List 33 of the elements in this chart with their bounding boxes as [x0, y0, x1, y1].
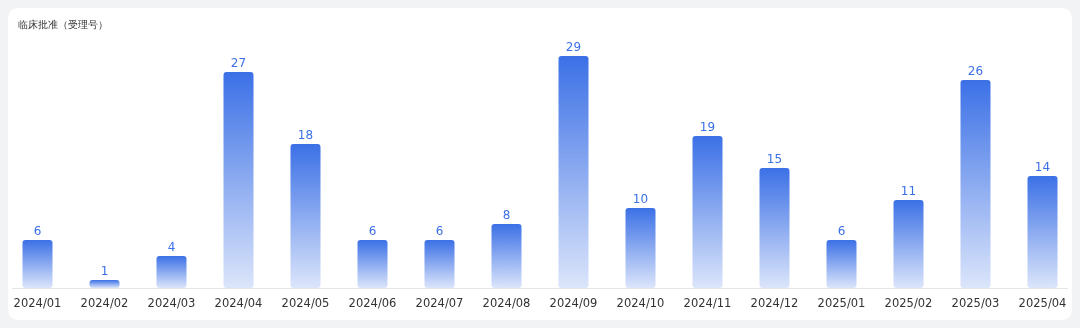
data-label: 27	[230, 56, 247, 70]
data-label: 29	[565, 40, 582, 54]
data-label: 15	[766, 152, 783, 166]
x-tick-label: 2024/10	[616, 296, 665, 310]
data-label: 19	[699, 120, 716, 134]
x-tick-label: 2024/02	[80, 296, 129, 310]
x-tick-label: 2024/09	[549, 296, 598, 310]
x-tick-label: 2025/04	[1018, 296, 1067, 310]
x-tick-label: 2024/12	[750, 296, 799, 310]
data-label: 10	[632, 192, 649, 206]
title: 临床批准（受理号）	[18, 19, 108, 30]
x-tick-label: 2024/07	[415, 296, 464, 310]
x-tick-label: 2024/06	[348, 296, 397, 310]
x-tick-label: 2024/03	[147, 296, 196, 310]
x-tick-label: 2024/05	[281, 296, 330, 310]
data-label: 6	[368, 224, 377, 238]
data-label: 6	[837, 224, 846, 238]
data-label: 18	[297, 128, 314, 142]
x-tick-label: 2024/01	[13, 296, 62, 310]
data-label: 6	[33, 224, 42, 238]
data-label: 1	[100, 264, 109, 278]
x-tick-label: 2025/01	[817, 296, 866, 310]
x-tick-label: 2025/02	[884, 296, 933, 310]
x-tick-label: 2025/03	[951, 296, 1000, 310]
x-tick-label: 2024/04	[214, 296, 263, 310]
data-label: 8	[502, 208, 511, 222]
data-label: 4	[167, 240, 176, 254]
data-label: 26	[967, 64, 984, 78]
x-tick-label: 2024/08	[482, 296, 531, 310]
data-label: 6	[435, 224, 444, 238]
data-label: 11	[900, 184, 917, 198]
x-tick-label: 2024/11	[683, 296, 732, 310]
data-label: 14	[1034, 160, 1051, 174]
